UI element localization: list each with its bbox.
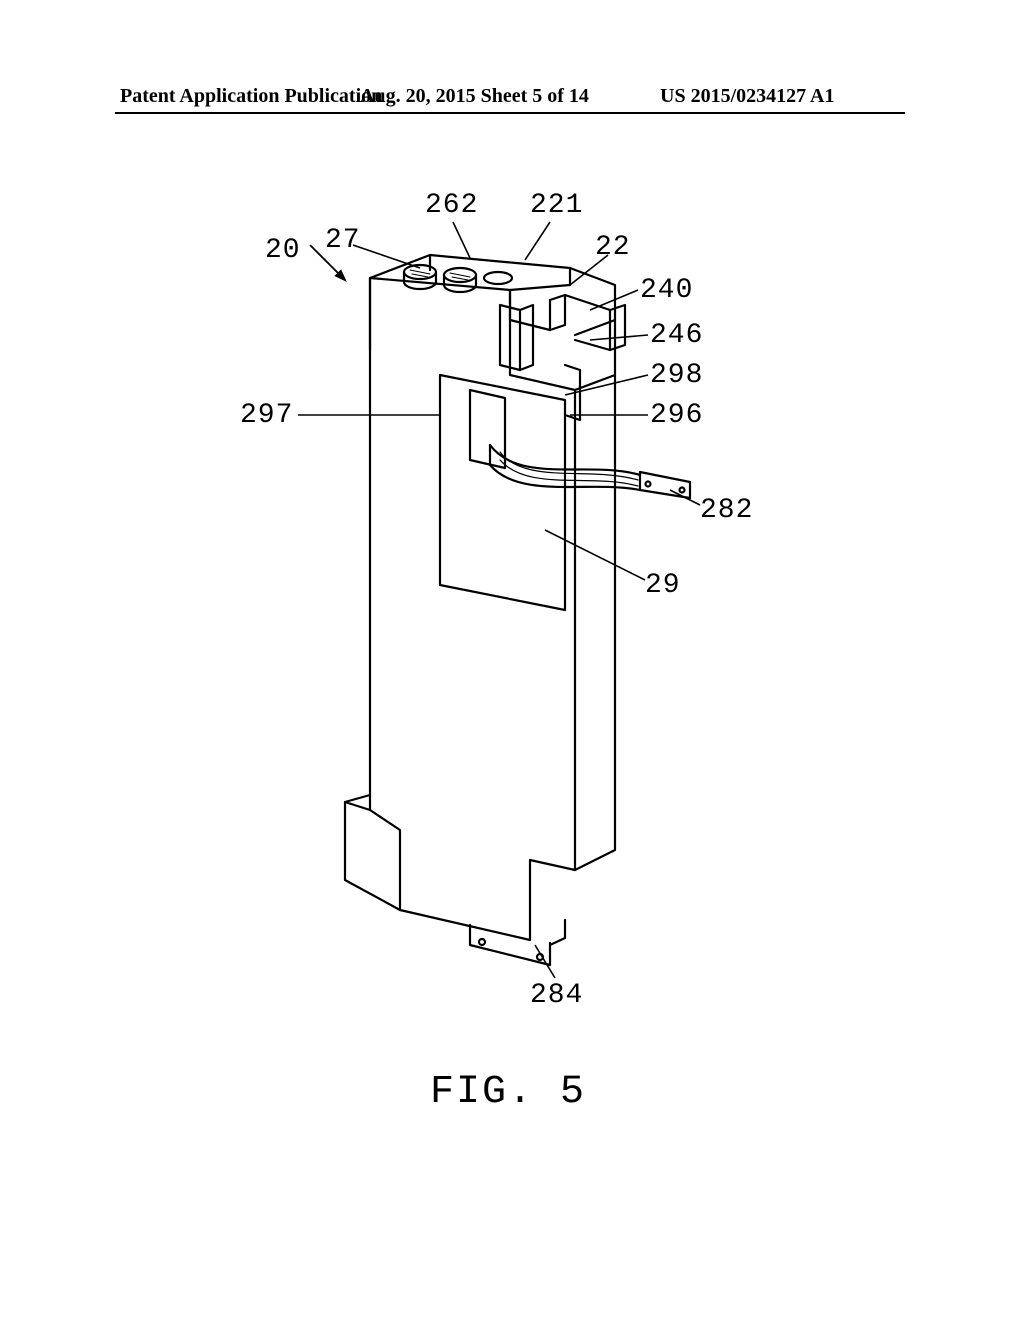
patent-page: Patent Application Publication Aug. 20, …: [0, 0, 1024, 1320]
ref-label-298: 298: [650, 360, 703, 391]
ref-label-246: 246: [650, 320, 703, 351]
ref-label-262: 262: [425, 190, 478, 221]
ref-label-27: 27: [325, 225, 361, 256]
ref-label-22: 22: [595, 232, 631, 263]
header-center: Aug. 20, 2015 Sheet 5 of 14: [360, 85, 589, 108]
ref-label-221: 221: [530, 190, 583, 221]
ref-label-29: 29: [645, 570, 681, 601]
drawing-svg: [170, 190, 870, 1090]
header-rule: [115, 112, 905, 114]
ref-label-297: 297: [240, 400, 293, 431]
ref-label-20: 20: [265, 235, 301, 266]
header-left: Patent Application Publication: [120, 85, 382, 108]
figure-caption: FIG. 5: [430, 1070, 586, 1115]
ref-label-296: 296: [650, 400, 703, 431]
header-right: US 2015/0234127 A1: [660, 85, 834, 108]
ref-label-282: 282: [700, 495, 753, 526]
figure-5: 26222127202224024629829729628229284 FIG.…: [170, 190, 870, 1090]
ref-label-240: 240: [640, 275, 693, 306]
ref-label-284: 284: [530, 980, 583, 1011]
